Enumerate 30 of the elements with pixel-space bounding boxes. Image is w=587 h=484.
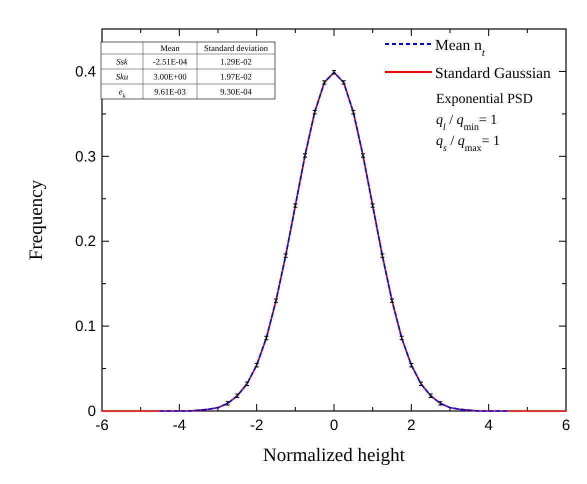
annotation: 9.61E-03 bbox=[154, 86, 186, 96]
x-tick-label: -2 bbox=[250, 417, 264, 434]
annotation: e$_{k}$ bbox=[118, 86, 126, 100]
x-tick-label: 0 bbox=[330, 417, 338, 434]
y-tick-label: 0.1 bbox=[75, 318, 96, 336]
y-tick-label: 0.2 bbox=[75, 233, 96, 250]
annotation: Standard deviation bbox=[204, 43, 269, 53]
y-axis-title: Frequency bbox=[26, 179, 47, 260]
legend-label: Mean n$_{t}$ bbox=[435, 37, 486, 59]
x-tick-label: 4 bbox=[484, 417, 493, 434]
annotation: 1.29E-02 bbox=[220, 56, 252, 66]
annotation: Sku bbox=[116, 72, 128, 82]
x-tick-label: 2 bbox=[407, 417, 416, 434]
x-axis-title: Normalized height bbox=[263, 445, 406, 466]
legend-label: Standard Gaussian bbox=[435, 65, 552, 82]
annotation: q$_{l}$ / q$_{min}$= 1 bbox=[436, 113, 498, 132]
y-tick-label: 0.4 bbox=[75, 63, 96, 80]
annotation: -2.51E-04 bbox=[152, 56, 188, 66]
annotation: Mean bbox=[160, 43, 180, 53]
x-tick-label: -6 bbox=[95, 417, 109, 434]
annotation: 1.97E-02 bbox=[220, 72, 252, 82]
x-tick-label: 6 bbox=[562, 417, 570, 434]
annotation: 3.00E+00 bbox=[153, 72, 187, 82]
annotation: Exponential PSD bbox=[436, 92, 533, 107]
y-tick-label: 0 bbox=[88, 403, 96, 420]
annotation: q$_{s}$ / q$_{max}$= 1 bbox=[436, 134, 500, 154]
annotation: Ssk bbox=[116, 56, 128, 66]
annotation: 9.30E-04 bbox=[220, 86, 252, 96]
y-tick-label: 0.3 bbox=[75, 148, 96, 166]
x-tick-label: -4 bbox=[172, 417, 186, 434]
